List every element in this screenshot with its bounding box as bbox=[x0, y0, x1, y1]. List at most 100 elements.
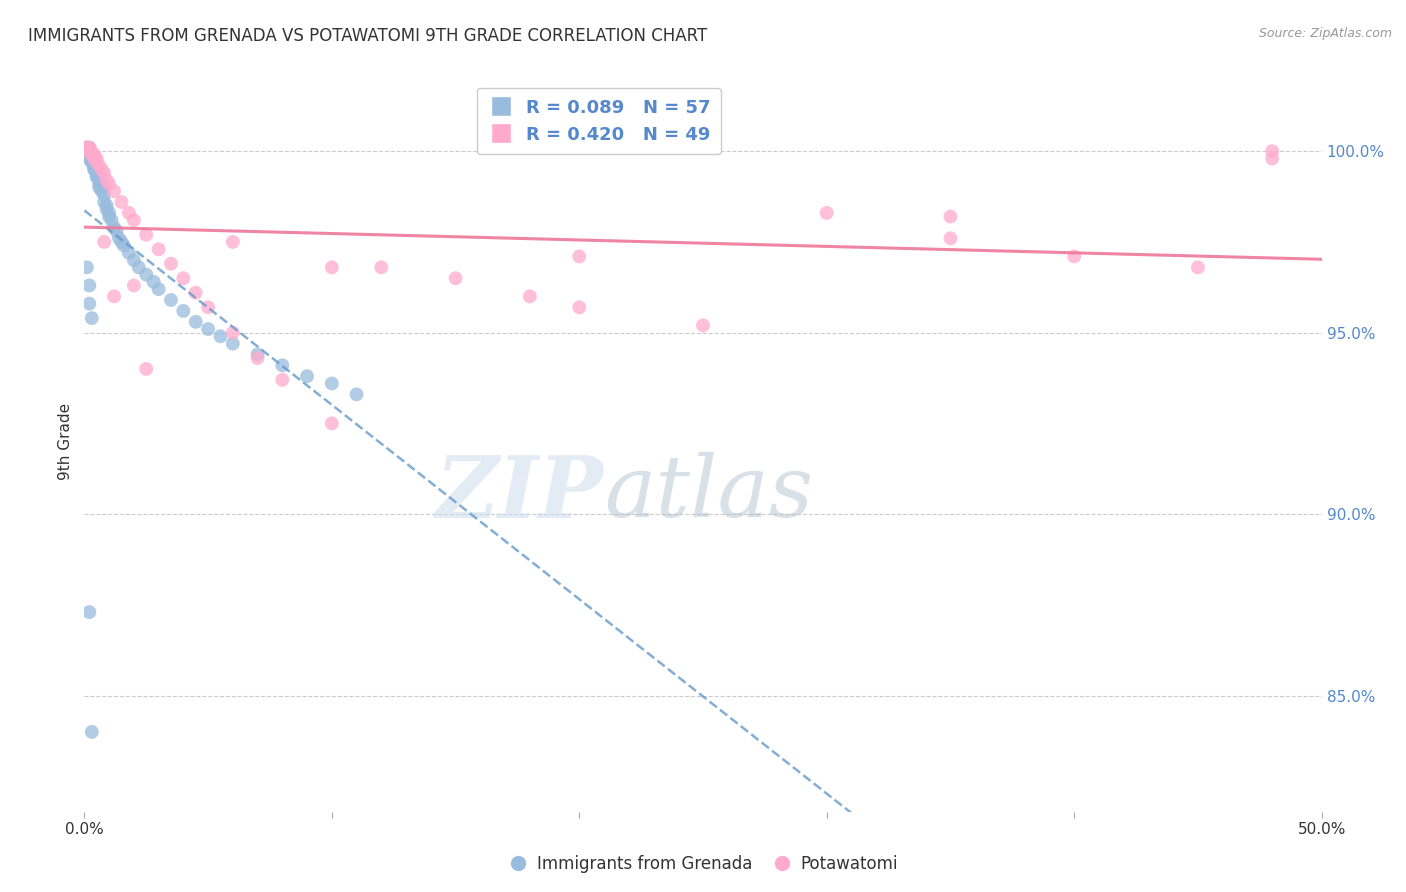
Point bbox=[96, 199, 118, 213]
Point bbox=[346, 387, 368, 401]
Point bbox=[80, 155, 103, 169]
Point bbox=[118, 245, 141, 260]
Point bbox=[93, 166, 115, 180]
Point bbox=[172, 271, 194, 285]
Point bbox=[321, 417, 343, 431]
Point bbox=[184, 285, 207, 300]
Point bbox=[197, 300, 219, 314]
Point bbox=[568, 250, 591, 264]
Point bbox=[80, 148, 103, 162]
Point bbox=[80, 724, 103, 739]
Point bbox=[90, 184, 112, 198]
Point bbox=[815, 206, 838, 220]
Point bbox=[79, 148, 101, 162]
Legend: R = 0.089   N = 57, R = 0.420   N = 49: R = 0.089 N = 57, R = 0.420 N = 49 bbox=[477, 87, 721, 154]
Text: atlas: atlas bbox=[605, 452, 813, 534]
Point bbox=[86, 155, 108, 169]
Point bbox=[519, 289, 541, 303]
Point bbox=[197, 322, 219, 336]
Point bbox=[79, 296, 101, 310]
Point bbox=[86, 169, 108, 184]
Point bbox=[83, 159, 105, 173]
Point bbox=[122, 278, 145, 293]
Point bbox=[160, 257, 183, 271]
Point bbox=[105, 224, 128, 238]
Point bbox=[93, 235, 115, 249]
Point bbox=[1063, 250, 1085, 264]
Point bbox=[118, 206, 141, 220]
Point bbox=[93, 194, 115, 209]
Point bbox=[98, 206, 121, 220]
Point bbox=[76, 260, 98, 275]
Point bbox=[148, 242, 170, 256]
Point bbox=[76, 140, 98, 154]
Point bbox=[1187, 260, 1209, 275]
Point bbox=[86, 152, 108, 166]
Legend: Immigrants from Grenada, Potawatomi: Immigrants from Grenada, Potawatomi bbox=[502, 848, 904, 880]
Point bbox=[103, 220, 125, 235]
Point bbox=[246, 351, 269, 365]
Point bbox=[80, 152, 103, 166]
Point bbox=[89, 159, 111, 173]
Point bbox=[83, 162, 105, 177]
Point bbox=[142, 275, 165, 289]
Text: ZIP: ZIP bbox=[436, 451, 605, 535]
Point bbox=[76, 140, 98, 154]
Point bbox=[128, 260, 150, 275]
Point bbox=[122, 253, 145, 268]
Point bbox=[79, 152, 101, 166]
Point bbox=[1261, 145, 1284, 159]
Point bbox=[79, 145, 101, 159]
Text: Source: ZipAtlas.com: Source: ZipAtlas.com bbox=[1258, 27, 1392, 40]
Point bbox=[321, 260, 343, 275]
Point bbox=[90, 162, 112, 177]
Point bbox=[80, 155, 103, 169]
Point bbox=[135, 268, 157, 282]
Point bbox=[172, 304, 194, 318]
Point bbox=[112, 238, 135, 252]
Point bbox=[148, 282, 170, 296]
Point bbox=[79, 145, 101, 159]
Point bbox=[370, 260, 392, 275]
Y-axis label: 9th Grade: 9th Grade bbox=[58, 403, 73, 480]
Point bbox=[83, 162, 105, 177]
Point bbox=[135, 362, 157, 376]
Point bbox=[568, 300, 591, 314]
Point bbox=[321, 376, 343, 391]
Point bbox=[246, 347, 269, 361]
Point bbox=[108, 231, 131, 245]
Point bbox=[184, 315, 207, 329]
Point bbox=[222, 336, 245, 351]
Point bbox=[90, 180, 112, 194]
Point bbox=[96, 202, 118, 217]
Point bbox=[160, 293, 183, 307]
Point bbox=[939, 231, 962, 245]
Point bbox=[271, 373, 294, 387]
Point bbox=[76, 145, 98, 159]
Point bbox=[103, 289, 125, 303]
Point bbox=[96, 173, 118, 187]
Point bbox=[86, 166, 108, 180]
Point bbox=[110, 235, 132, 249]
Point bbox=[444, 271, 467, 285]
Point bbox=[103, 184, 125, 198]
Point bbox=[80, 145, 103, 159]
Point bbox=[79, 145, 101, 159]
Point bbox=[79, 140, 101, 154]
Point bbox=[83, 148, 105, 162]
Point bbox=[271, 359, 294, 373]
Point bbox=[222, 326, 245, 340]
Point bbox=[93, 187, 115, 202]
Point bbox=[79, 145, 101, 159]
Point bbox=[79, 278, 101, 293]
Point bbox=[79, 605, 101, 619]
Point bbox=[939, 210, 962, 224]
Point bbox=[1261, 152, 1284, 166]
Point bbox=[89, 173, 111, 187]
Point bbox=[86, 169, 108, 184]
Point bbox=[80, 311, 103, 326]
Point bbox=[79, 140, 101, 154]
Text: IMMIGRANTS FROM GRENADA VS POTAWATOMI 9TH GRADE CORRELATION CHART: IMMIGRANTS FROM GRENADA VS POTAWATOMI 9T… bbox=[28, 27, 707, 45]
Point bbox=[209, 329, 232, 343]
Point bbox=[222, 235, 245, 249]
